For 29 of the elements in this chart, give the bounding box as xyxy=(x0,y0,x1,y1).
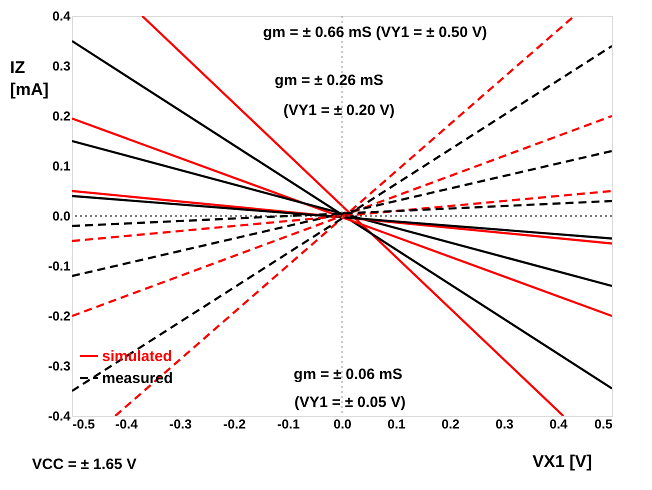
annotation: gm = ± 0.26 mS xyxy=(274,72,384,89)
annotation: gm = ± 0.66 mS (VY1 = ± 0.50 V) xyxy=(262,24,488,41)
x-tick-label: 0.5 xyxy=(594,416,612,432)
legend-label: simulated xyxy=(102,348,172,365)
y-tick-label: -0.3 xyxy=(48,358,70,374)
x-tick-label: -0.1 xyxy=(277,416,300,432)
y-tick-label: 0.1 xyxy=(52,158,70,174)
y-tick-label: 0.3 xyxy=(52,58,70,74)
x-axis-title: VX1 [V] xyxy=(532,452,592,471)
x-tick-label: -0.2 xyxy=(223,416,246,432)
x-tick-label: 0.3 xyxy=(495,416,514,432)
y-tick-label: 0.2 xyxy=(52,108,70,124)
y-tick-label: 0.4 xyxy=(52,8,72,24)
x-tick-label: -0.5 xyxy=(72,416,95,432)
y-tick-label: -0.1 xyxy=(48,258,70,274)
x-tick-label: 0.1 xyxy=(387,416,406,432)
x-tick-label: -0.4 xyxy=(115,416,138,432)
x-tick-label: 0.2 xyxy=(441,416,460,432)
annotation: gm = ± 0.06 mS xyxy=(294,366,402,383)
x-tick-label: 0.4 xyxy=(549,416,568,432)
x-tick-label: -0.3 xyxy=(169,416,192,432)
y-tick-label: 0.0 xyxy=(52,208,70,224)
text: VCC = ± 1.65 V xyxy=(32,456,137,473)
x-tick-label: 0.0 xyxy=(333,416,352,432)
y-axis-title: IZ [mA] xyxy=(10,58,49,99)
annotation: (VY1 = ± 0.20 V) xyxy=(283,102,395,119)
legend-label: measured xyxy=(102,370,173,387)
y-tick-label: -0.2 xyxy=(48,308,70,324)
annotation: (VY1 = ± 0.05 V) xyxy=(294,394,406,411)
